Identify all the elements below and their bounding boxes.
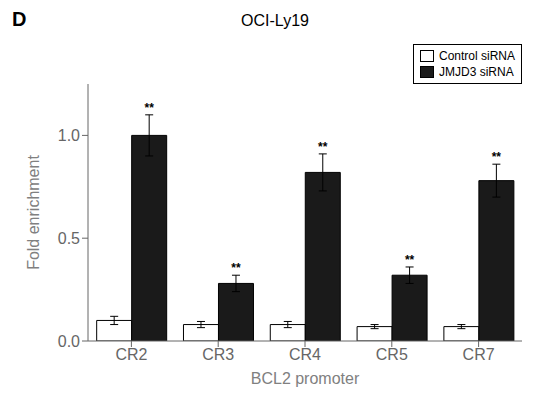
svg-text:**: ** [492, 150, 502, 164]
svg-text:0.5: 0.5 [58, 230, 80, 247]
html-text:Control siRNA: Control siRNA [439, 49, 515, 63]
svg-text:CR2: CR2 [115, 346, 147, 363]
svg-text:**: ** [145, 101, 155, 115]
svg-text:Fold enrichment: Fold enrichment [25, 155, 42, 270]
svg-text:0.0: 0.0 [58, 333, 80, 350]
svg-text:**: ** [318, 140, 328, 154]
html-text:D: D [12, 8, 27, 30]
svg-text:CR4: CR4 [289, 346, 321, 363]
svg-text:BCL2 promoter: BCL2 promoter [251, 370, 360, 387]
svg-text:CR5: CR5 [376, 346, 408, 363]
svg-text:CR3: CR3 [202, 346, 234, 363]
html-text:OCI-Ly19: OCI-Ly19 [241, 12, 309, 29]
svg-text:**: ** [405, 253, 415, 267]
svg-text:CR7: CR7 [463, 346, 495, 363]
html-text:JMJD3 siRNA: JMJD3 siRNA [439, 65, 514, 79]
svg-text:**: ** [231, 261, 241, 275]
svg-text:1.0: 1.0 [58, 127, 80, 144]
